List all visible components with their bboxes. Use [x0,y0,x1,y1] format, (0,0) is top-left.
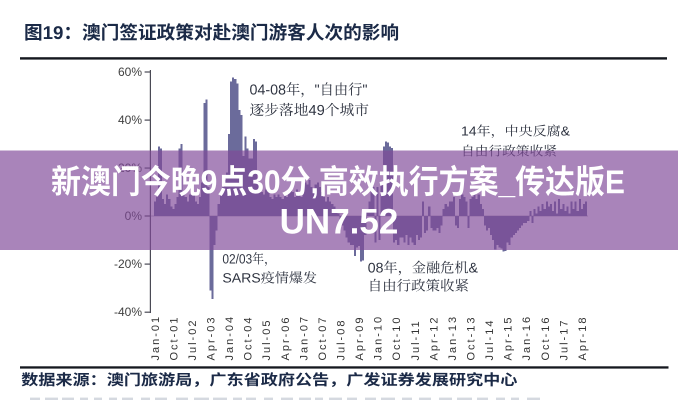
svg-text:-20%: -20% [114,257,142,271]
svg-text:Jul-11: Jul-11 [410,319,422,360]
svg-text:Jan-10: Jan-10 [373,315,385,361]
svg-text:Jan-07: Jan-07 [298,315,310,361]
svg-text:Oct-07: Oct-07 [317,315,329,360]
svg-text:40%: 40% [118,113,142,127]
svg-text:Jan-04: Jan-04 [224,315,236,361]
svg-text:Apr-15: Apr-15 [503,315,515,360]
svg-text:Oct-16: Oct-16 [540,315,552,360]
svg-text:Oct-04: Oct-04 [243,315,255,360]
svg-text:Oct-10: Oct-10 [391,315,403,360]
svg-text:UN7.52: UN7.52 [280,203,399,242]
svg-text:Jul-02: Jul-02 [187,319,199,361]
svg-text:Jul-14: Jul-14 [484,319,496,361]
svg-text:Apr-18: Apr-18 [577,315,589,360]
svg-text:Apr-09: Apr-09 [354,315,366,360]
svg-text:Apr-12: Apr-12 [428,315,440,360]
svg-text:Apr-03: Apr-03 [206,315,218,360]
svg-text:Jul-05: Jul-05 [261,319,273,361]
svg-text:Oct-13: Oct-13 [466,315,478,360]
svg-text:Jul-17: Jul-17 [558,319,570,361]
svg-text:Jan-01: Jan-01 [150,315,162,361]
svg-text:60%: 60% [118,65,142,79]
svg-text:Oct-01: Oct-01 [168,315,180,360]
svg-text:Jan-16: Jan-16 [521,315,533,361]
svg-text:-40%: -40% [114,305,142,319]
svg-text:Apr-06: Apr-06 [280,315,292,360]
svg-text:Jul-08: Jul-08 [336,319,348,361]
svg-text:Jan-13: Jan-13 [447,315,459,361]
